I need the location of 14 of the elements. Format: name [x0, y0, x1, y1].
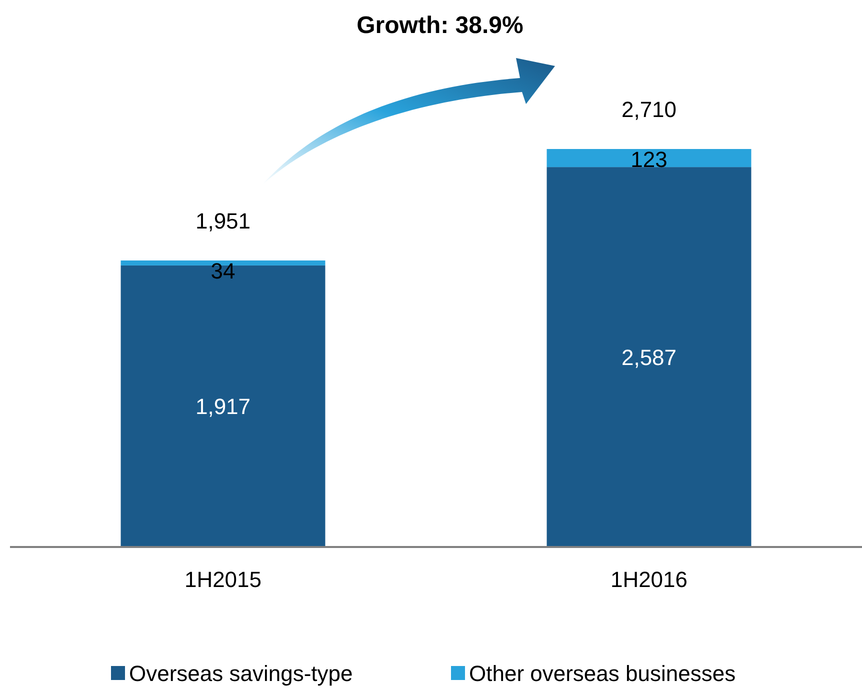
- legend-label: Other overseas businesses: [469, 661, 736, 686]
- data-label: 123: [630, 147, 668, 172]
- legend-label: Overseas savings-type: [129, 661, 353, 686]
- data-label: 34: [210, 258, 236, 284]
- text: Growth: 38.9%: [356, 12, 524, 39]
- total-label: 2,710: [621, 97, 677, 122]
- data-label: 1,917: [195, 394, 251, 420]
- bar: [546, 167, 752, 547]
- data-label: 2,587: [621, 345, 677, 370]
- bar: [546, 149, 752, 168]
- x-tick-label: 1H2016: [610, 567, 688, 592]
- total-label: 1,951: [195, 208, 251, 234]
- x-tick-label: 1H2015: [184, 567, 262, 592]
- bar: [120, 265, 326, 547]
